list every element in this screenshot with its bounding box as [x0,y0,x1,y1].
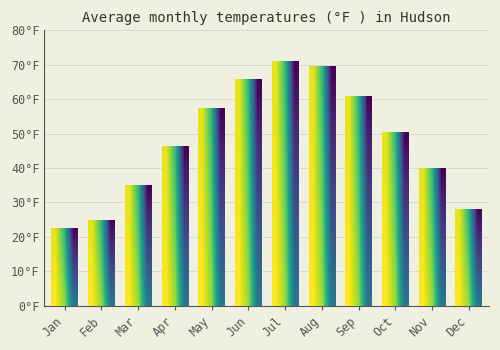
Title: Average monthly temperatures (°F ) in Hudson: Average monthly temperatures (°F ) in Hu… [82,11,451,25]
